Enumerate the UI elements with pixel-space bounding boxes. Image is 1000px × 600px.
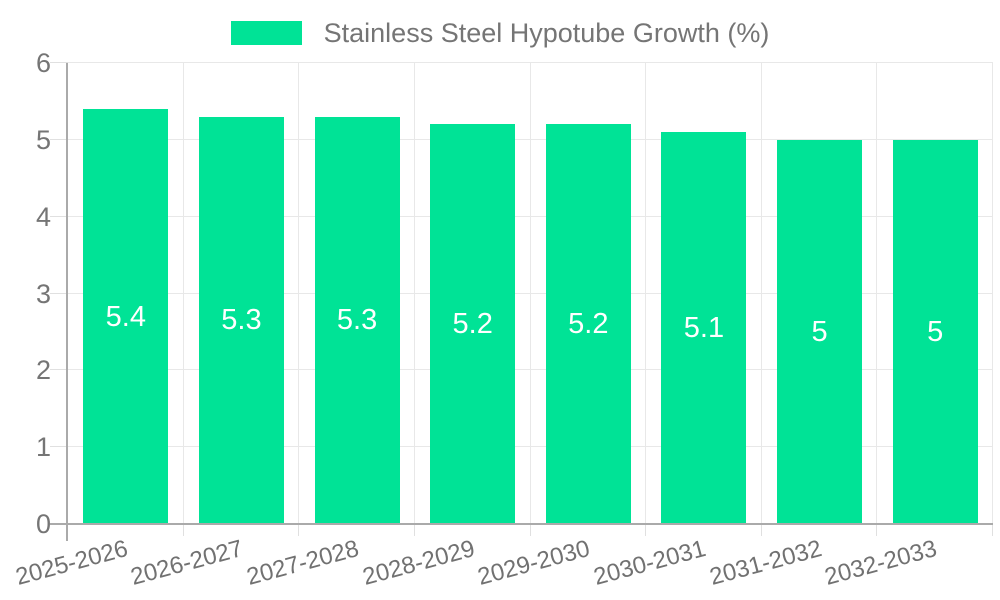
- bar: [545, 124, 631, 523]
- y-tick-label: 0: [35, 509, 51, 539]
- gridline-vertical: [182, 63, 184, 524]
- y-tick: [50, 369, 68, 371]
- x-tick: [645, 524, 647, 536]
- gridline-horizontal: [68, 215, 993, 217]
- bar-value-label: 5.3: [221, 304, 262, 337]
- bar: [777, 139, 863, 523]
- bar: [892, 139, 978, 523]
- gridline-vertical: [413, 63, 415, 524]
- legend-label: Stainless Steel Hypotube Growth (%): [323, 17, 770, 48]
- y-tick-label: 5: [35, 124, 51, 155]
- y-tick-label: 1: [35, 432, 51, 463]
- gridline-vertical: [760, 63, 762, 524]
- gridline-horizontal: [68, 446, 993, 448]
- y-tick: [50, 446, 68, 448]
- gridline-vertical: [992, 63, 993, 524]
- y-tick-label: 3: [35, 278, 51, 309]
- bar-value-label: 5.4: [105, 300, 146, 333]
- x-tick: [876, 524, 878, 536]
- y-tick-label: 6: [35, 48, 51, 78]
- gridline-vertical: [645, 63, 647, 524]
- bar: [314, 116, 400, 523]
- x-tick: [413, 524, 415, 536]
- gridline-vertical: [298, 63, 300, 524]
- legend-swatch: [230, 21, 302, 45]
- bar-value-label: 5.2: [452, 308, 493, 341]
- gridline-vertical: [876, 63, 878, 524]
- bar-value-label: 5.1: [683, 312, 725, 345]
- y-tick-label: 4: [35, 201, 51, 232]
- y-tick: [50, 292, 68, 294]
- y-tick-label: 2: [35, 355, 51, 386]
- x-tick: [992, 524, 993, 536]
- gridline-horizontal: [68, 369, 993, 371]
- x-tick: [298, 524, 300, 536]
- bar: [198, 116, 284, 523]
- legend[interactable]: Stainless Steel Hypotube Growth (%): [0, 17, 1000, 49]
- x-tick: [182, 524, 184, 536]
- gridline-horizontal: [68, 138, 993, 140]
- bar-value-label: 5: [811, 315, 828, 348]
- y-tick: [50, 138, 68, 140]
- bar-value-label: 5: [927, 315, 944, 348]
- bar-value-label: 5.3: [336, 304, 378, 337]
- bar: [661, 132, 747, 523]
- gridline-horizontal: [68, 62, 993, 63]
- x-tick: [760, 524, 762, 536]
- bar: [83, 109, 169, 523]
- y-axis-line: [66, 63, 68, 541]
- y-tick: [50, 215, 68, 217]
- bar: [430, 124, 516, 523]
- y-tick: [50, 62, 68, 63]
- gridline-vertical: [529, 63, 531, 524]
- bar-value-label: 5.2: [568, 308, 609, 341]
- gridline-horizontal: [68, 292, 993, 294]
- x-axis-line: [50, 523, 993, 525]
- x-tick: [529, 524, 531, 536]
